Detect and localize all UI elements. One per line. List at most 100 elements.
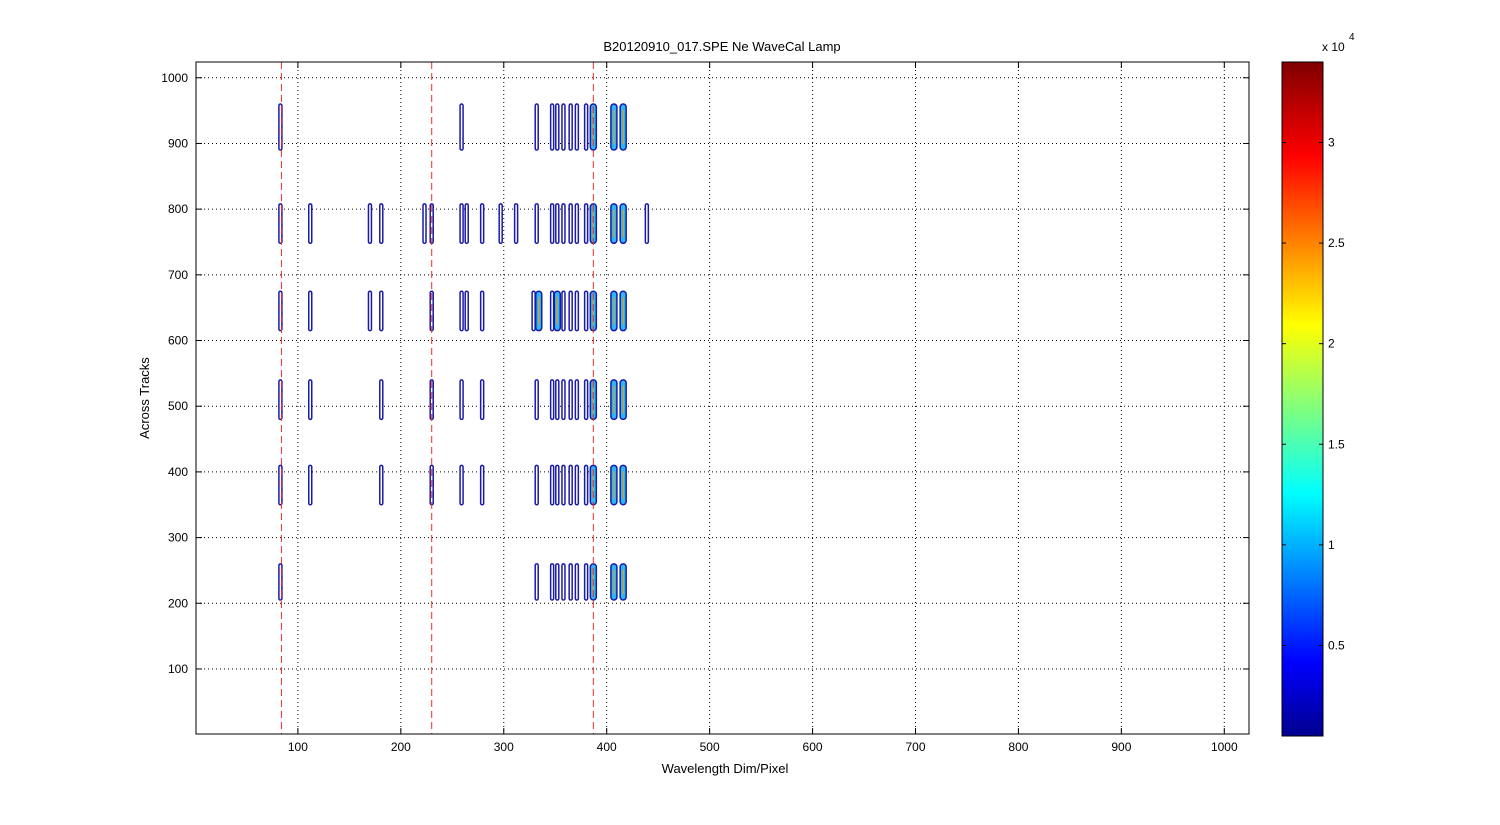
- spectral-line: [534, 563, 539, 601]
- spectral-line: [555, 464, 560, 506]
- reference-lines: [280, 62, 594, 734]
- x-tick-label: 100: [288, 740, 308, 754]
- x-axis-ticks: 100 200 300 400 500 600 700 800 900 1000: [288, 62, 1238, 754]
- spectral-line: [479, 464, 485, 506]
- spectral-line: [531, 290, 536, 332]
- spectral-line: [574, 290, 580, 332]
- y-tick-label: 100: [168, 662, 188, 676]
- spectral-line: [574, 203, 580, 245]
- y-tick-label: 200: [168, 596, 188, 610]
- y-tick-label: 900: [168, 136, 188, 150]
- y-tick-label: 500: [168, 399, 188, 413]
- spectral-line: [568, 290, 573, 332]
- spectral-line: [459, 203, 464, 245]
- x-tick-label: 300: [494, 740, 514, 754]
- spectral-line: [459, 379, 464, 421]
- spectral-line: [561, 290, 566, 332]
- spectral-line: [534, 379, 539, 421]
- spectral-line: [644, 203, 650, 245]
- spectral-line: [561, 103, 566, 151]
- plot-axes: 100 200 300 400 500 600 700 800 900 1000 100 200 30…: [161, 61, 1250, 754]
- x-axis-label: Wavelength Dim/Pixel: [662, 761, 789, 776]
- colorbar-tick-label: 2.5: [1328, 236, 1345, 250]
- x-tick-label: 700: [905, 740, 925, 754]
- spectral-line: [464, 203, 469, 245]
- colorbar-exponent: 4: [1349, 32, 1355, 43]
- spectral-line: [568, 103, 573, 151]
- spectral-line: [568, 203, 573, 245]
- colorbar-ticks: 0.5 1 1.5 2 2.5 3: [1282, 135, 1345, 652]
- x-tick-label: 900: [1111, 740, 1131, 754]
- colorbar-tick-label: 1: [1328, 538, 1335, 552]
- spectral-line: [367, 290, 373, 332]
- spectral-line: [574, 563, 580, 601]
- spectral-line: [574, 103, 580, 151]
- spectral-line: [498, 203, 503, 245]
- spectral-line: [561, 379, 566, 421]
- spectral-line: [513, 203, 519, 245]
- spectral-tracks: [278, 103, 650, 601]
- spectral-line: [549, 103, 555, 151]
- x-tick-label: 1000: [1211, 740, 1238, 754]
- spectral-line: [568, 563, 573, 601]
- y-tick-label: 300: [168, 531, 188, 545]
- spectral-line: [555, 379, 560, 421]
- spectral-line: [583, 203, 589, 245]
- spectral-line: [464, 290, 469, 332]
- spectral-line: [308, 464, 313, 506]
- plot-frame: [195, 61, 1250, 735]
- spectral-line: [479, 203, 485, 245]
- plot-area: [196, 62, 1249, 734]
- y-tick-label: 400: [168, 465, 188, 479]
- spectral-line: [308, 379, 313, 421]
- spectral-line: [555, 103, 560, 151]
- spectral-line: [574, 379, 580, 421]
- spectral-line: [549, 563, 555, 601]
- spectral-line: [459, 290, 464, 332]
- colorbar-multiplier: x 10: [1322, 40, 1345, 54]
- colorbar-tick-label: 0.5: [1328, 638, 1345, 652]
- spectral-line: [568, 379, 573, 421]
- spectral-line: [583, 379, 589, 421]
- x-tick-label: 200: [391, 740, 411, 754]
- spectral-line: [583, 103, 589, 151]
- spectral-line: [549, 290, 555, 332]
- spectral-line: [555, 203, 560, 245]
- spectral-line: [534, 464, 539, 506]
- x-tick-label: 600: [803, 740, 823, 754]
- spectral-line: [534, 203, 539, 245]
- spectral-line: [278, 103, 283, 151]
- colorbar-tick-label: 2: [1328, 337, 1335, 351]
- spectral-line: [379, 464, 384, 506]
- spectral-line: [459, 464, 464, 506]
- spectral-line: [367, 203, 373, 245]
- colorbar-tick-label: 3: [1328, 135, 1335, 149]
- spectral-line: [583, 563, 589, 601]
- spectral-line: [422, 203, 427, 245]
- spectral-line: [379, 203, 384, 245]
- spectral-line: [479, 290, 485, 332]
- y-axis-label: Across Tracks: [137, 357, 152, 439]
- spectral-line: [379, 379, 384, 421]
- spectral-line: [549, 203, 555, 245]
- spectral-line: [479, 379, 485, 421]
- spectral-line: [574, 464, 580, 506]
- spectral-line: [379, 290, 384, 332]
- spectral-line: [583, 290, 589, 332]
- y-tick-label: 700: [168, 268, 188, 282]
- spectral-line: [534, 103, 539, 151]
- spectral-line: [308, 203, 313, 245]
- spectral-line: [561, 464, 566, 506]
- spectral-line: [549, 379, 555, 421]
- spectral-line: [561, 563, 566, 601]
- spectral-line: [568, 464, 573, 506]
- colorbar-tick-label: 1.5: [1328, 437, 1345, 451]
- x-tick-label: 500: [700, 740, 720, 754]
- grid-lines: [196, 62, 1249, 734]
- y-tick-label: 600: [168, 334, 188, 348]
- spectral-line: [308, 290, 313, 332]
- x-tick-label: 800: [1008, 740, 1028, 754]
- colorbar-gradient: [1281, 61, 1324, 737]
- spectral-line: [561, 203, 566, 245]
- spectral-line: [583, 464, 589, 506]
